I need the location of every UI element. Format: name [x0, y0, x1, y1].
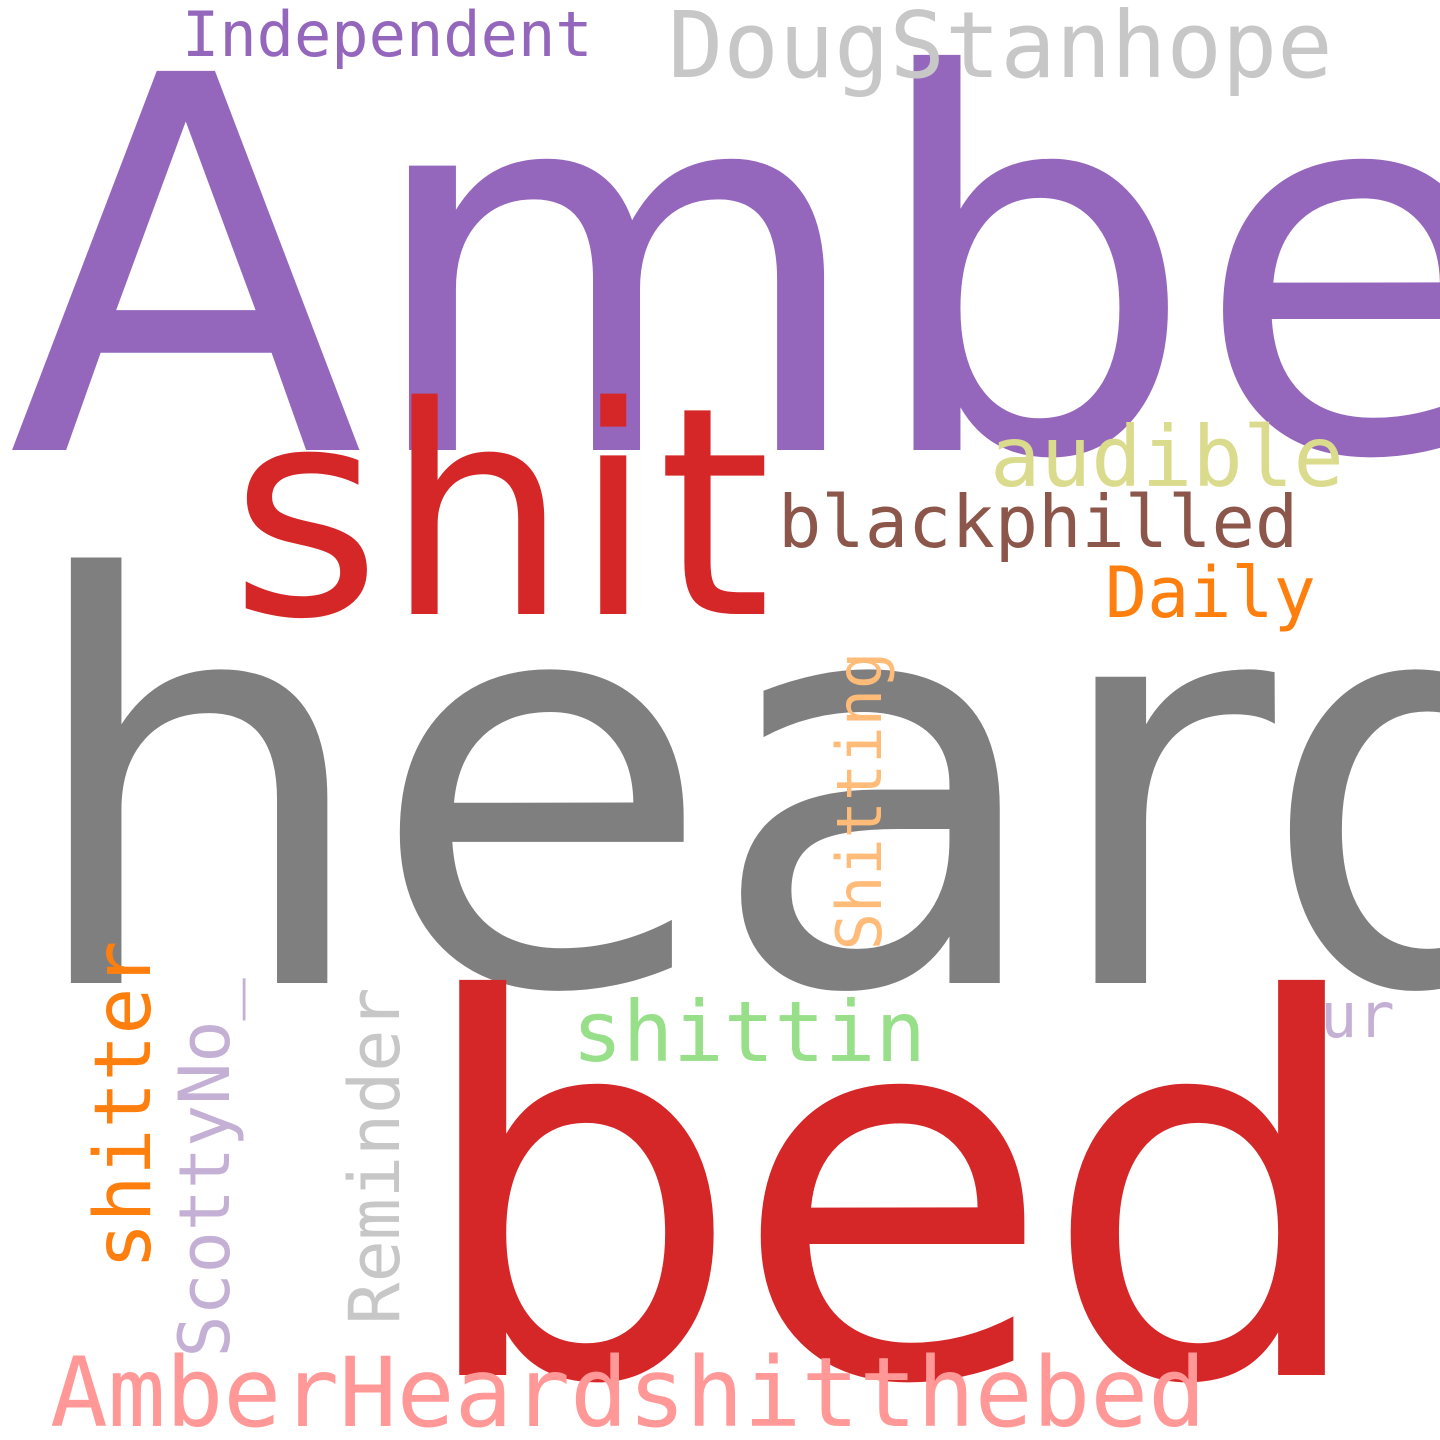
word-shitter: shitter [79, 940, 169, 1270]
word-shittin: shittin [572, 983, 927, 1081]
word-blackphilled: blackphilled [778, 480, 1299, 564]
word-amber: Amber [8, 0, 1440, 573]
word-doug-stanhope: DougStanhope [668, 0, 1333, 99]
word-daily: Daily [1105, 552, 1316, 634]
word-reminder: Reminder [334, 987, 416, 1325]
word-shit: shit [230, 346, 776, 683]
word-heard: heard [20, 464, 1440, 1116]
word-scotty-no: ScottyNo_ [164, 978, 246, 1358]
word-amber-heard-shit-the-bed: AmberHeardshitthebed [50, 1337, 1206, 1440]
word-audible: audible [990, 408, 1345, 506]
word-bed: bed [412, 892, 1372, 1440]
word-ur: ur [1320, 979, 1395, 1052]
word-independent: Independent [182, 0, 593, 71]
